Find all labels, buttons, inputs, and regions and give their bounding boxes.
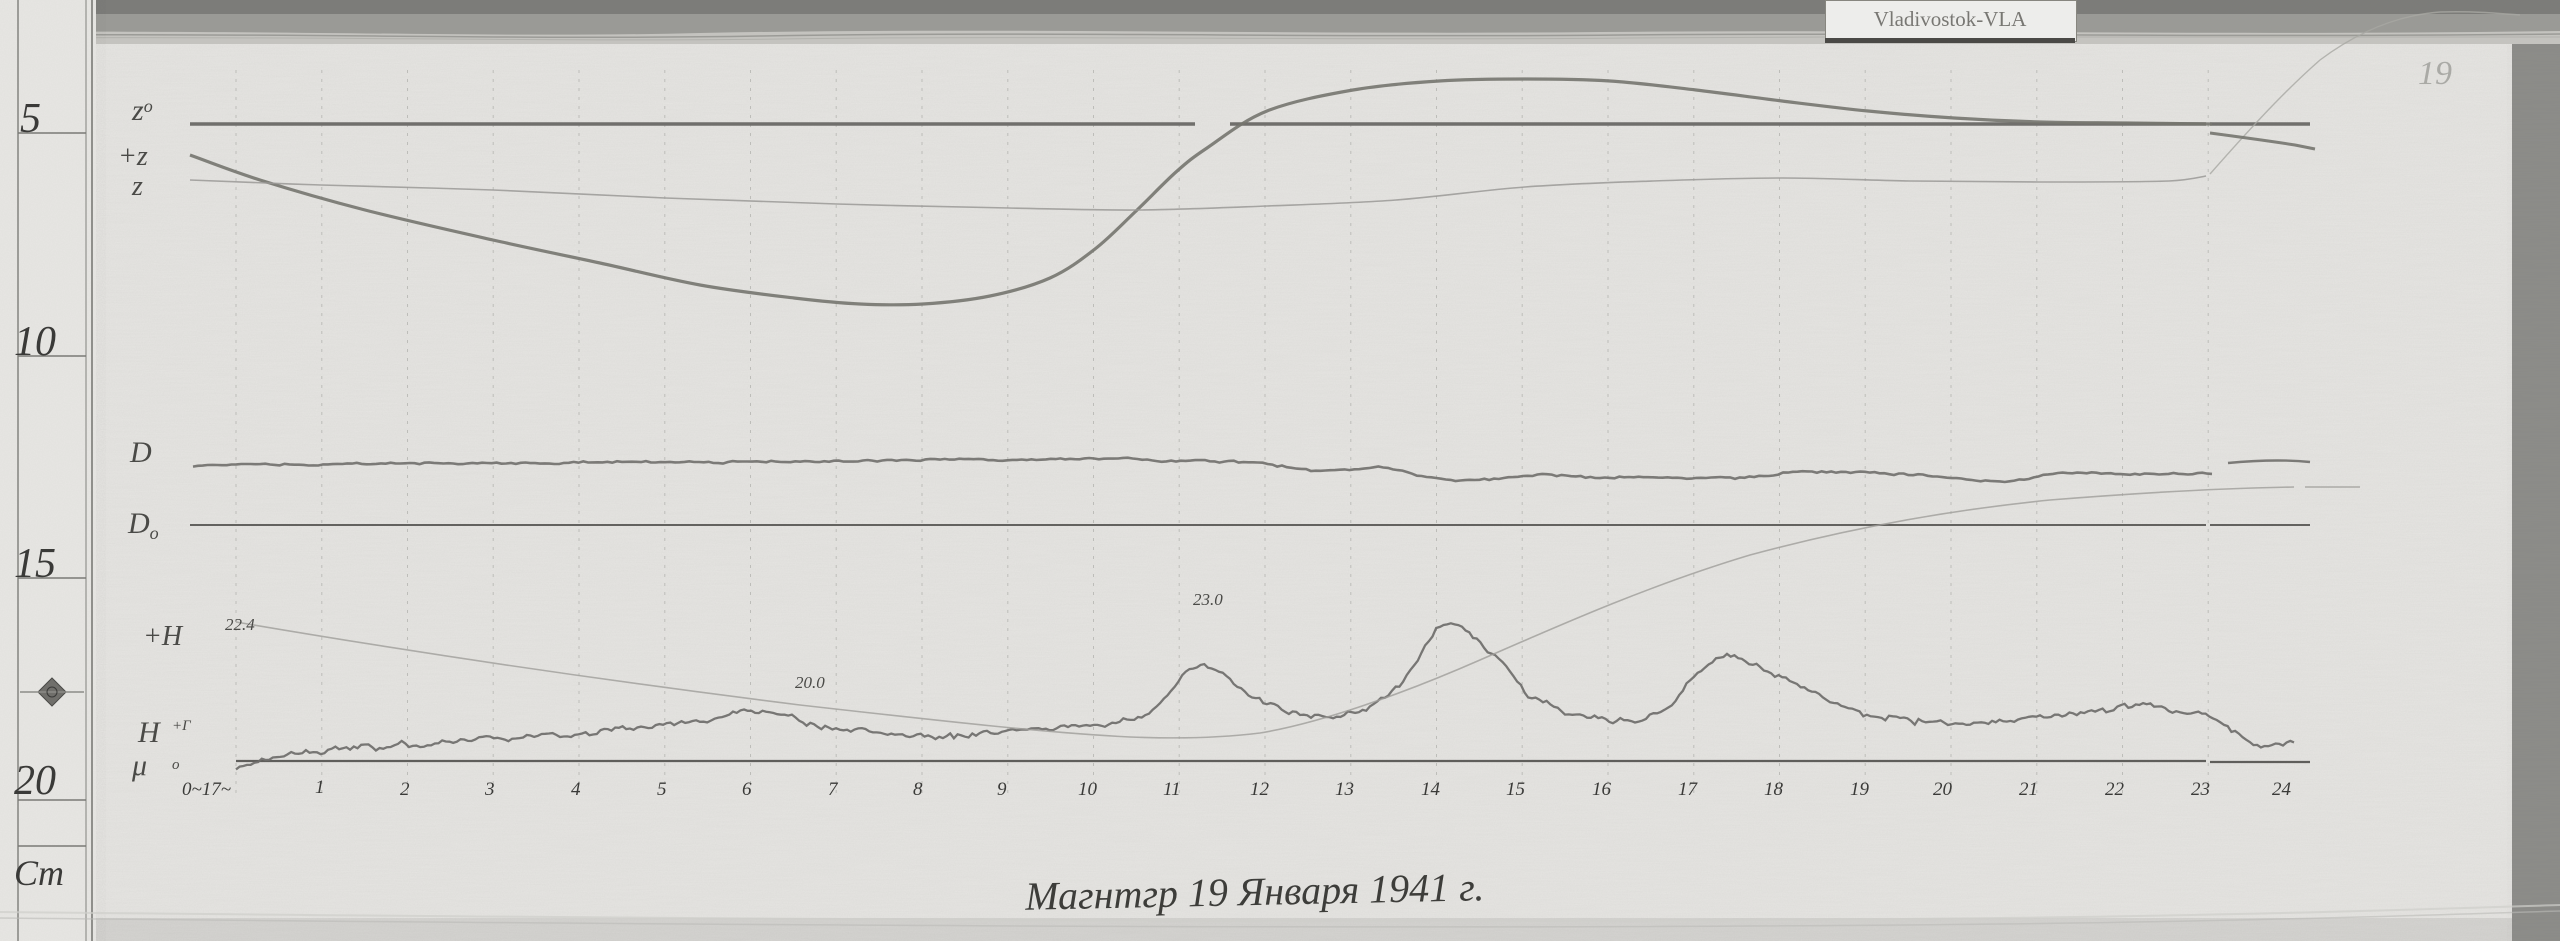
svg-text:Магнтгр 19 Января 1941 г.: Магнтгр 19 Января 1941 г. (1024, 864, 1485, 919)
